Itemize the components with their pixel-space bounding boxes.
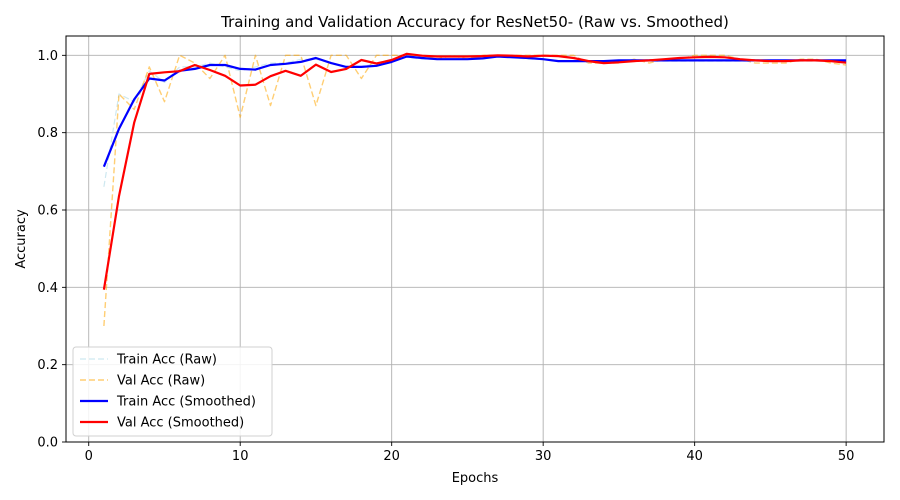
x-tick-label: 40 xyxy=(686,449,703,464)
y-axis-label: Accuracy xyxy=(14,209,29,269)
legend-label: Val Acc (Raw) xyxy=(117,374,205,389)
y-tick-label: 0.6 xyxy=(37,204,58,219)
x-tick-label: 0 xyxy=(85,449,93,464)
plot-frame xyxy=(65,35,885,443)
x-axis-label: Epochs xyxy=(452,471,499,486)
legend-label: Train Acc (Raw) xyxy=(116,353,217,368)
legend-label: Train Acc (Smoothed) xyxy=(116,395,256,410)
y-tick-label: 0.4 xyxy=(37,281,58,296)
x-tick-label: 30 xyxy=(535,449,552,464)
series-line-4 xyxy=(102,52,847,290)
x-tick-label: 20 xyxy=(383,449,400,464)
series-lines xyxy=(102,52,847,327)
legend-label: Val Acc (Smoothed) xyxy=(117,416,244,431)
legend-box xyxy=(72,346,273,437)
axis-ticks: 0 10 20 30 40 50 0.0 0.2 0.4 0.6 0.8 1.0 xyxy=(37,49,854,464)
y-tick-label: 0.2 xyxy=(37,358,58,373)
y-tick-label: 0.0 xyxy=(37,436,58,451)
x-tick-label: 10 xyxy=(232,449,249,464)
y-tick-label: 0.8 xyxy=(37,126,58,141)
chart-title: Training and Validation Accuracy for Res… xyxy=(220,13,729,31)
y-tick-label: 1.0 xyxy=(37,49,58,64)
legend: Train Acc (Raw) Val Acc (Raw) Train Acc (S… xyxy=(72,346,273,437)
series-line-3 xyxy=(102,55,847,168)
x-tick-label: 50 xyxy=(838,449,855,464)
